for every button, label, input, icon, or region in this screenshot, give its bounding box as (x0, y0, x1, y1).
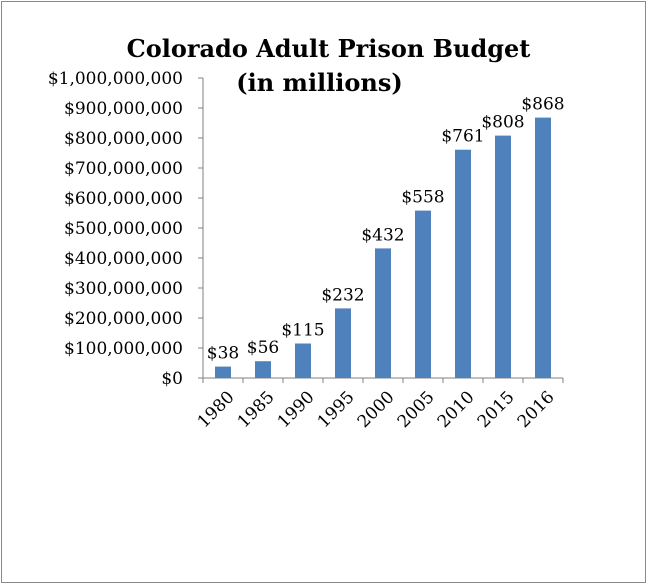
y-tick-label: $200,000,000 (64, 309, 183, 329)
x-tick-label: 1985 (234, 387, 279, 432)
data-label: $868 (521, 95, 564, 115)
y-tick-label: $100,000,000 (64, 339, 183, 359)
bar (495, 135, 511, 378)
bar (375, 248, 391, 378)
bar (455, 149, 471, 378)
bar (415, 210, 431, 378)
y-tick-label: $1,000,000,000 (48, 69, 183, 89)
data-label: $761 (441, 127, 484, 147)
y-tick-label: $400,000,000 (64, 249, 183, 269)
y-tick-label: $600,000,000 (64, 189, 183, 209)
x-tick-label: 2005 (394, 387, 439, 432)
x-tick-label: 2016 (514, 387, 559, 432)
x-tick-label: 2010 (434, 387, 479, 432)
x-tick-label: 2000 (354, 387, 399, 432)
bar (295, 343, 311, 378)
bar (535, 117, 551, 378)
y-tick-label: $700,000,000 (64, 159, 183, 179)
y-tick-label: $0 (161, 369, 183, 389)
data-label: $232 (321, 285, 364, 305)
bar (335, 308, 351, 378)
bar (255, 361, 271, 378)
data-label: $808 (481, 113, 524, 133)
data-label: $56 (247, 338, 279, 358)
y-tick-label: $900,000,000 (64, 99, 183, 119)
x-tick-label: 1990 (274, 387, 319, 432)
y-tick-label: $800,000,000 (64, 129, 183, 149)
y-tick-label: $500,000,000 (64, 219, 183, 239)
bar (215, 366, 231, 378)
y-tick-label: $300,000,000 (64, 279, 183, 299)
data-label: $115 (281, 321, 324, 341)
x-tick-label: 1995 (314, 387, 359, 432)
data-label: $558 (401, 188, 444, 208)
data-label: $432 (361, 225, 404, 245)
x-tick-label: 2015 (474, 387, 519, 432)
chart-title: Colorado Adult Prison Budget (126, 34, 531, 63)
x-tick-label: 1980 (194, 387, 239, 432)
chart-subtitle: (in millions) (236, 68, 403, 97)
data-label: $38 (207, 344, 239, 364)
